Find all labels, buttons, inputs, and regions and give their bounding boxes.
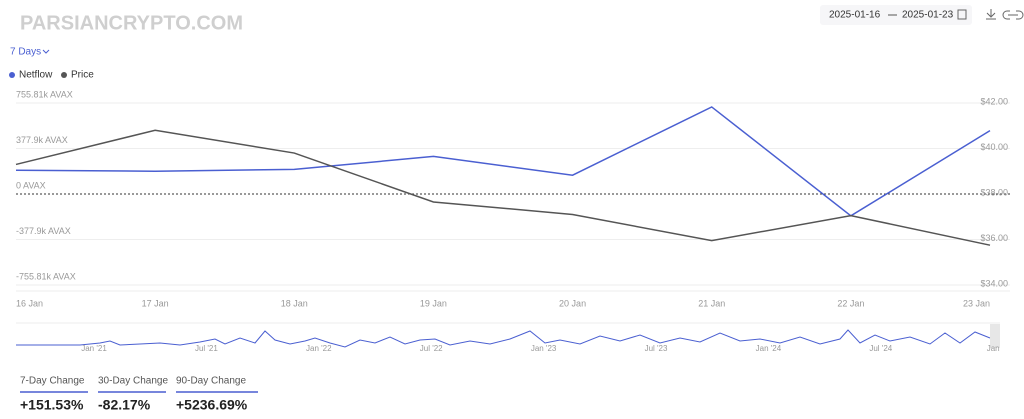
series-line: [15, 106, 991, 217]
legend-label[interactable]: Price: [71, 70, 94, 81]
series-line: [15, 129, 991, 246]
download-icon[interactable]: [986, 9, 996, 20]
navigator-sparkline: [16, 329, 991, 348]
legend-marker: [61, 72, 67, 78]
navigator-handle[interactable]: [990, 324, 1000, 348]
x-tick-label: 17 Jan: [142, 298, 169, 308]
stat-value: -82.17%: [98, 397, 151, 413]
y-tick-label: -755.81k AVAX: [16, 271, 76, 281]
x-tick-label: 21 Jan: [698, 298, 725, 308]
navigator-label: Jan '21: [81, 344, 107, 353]
navigator-label: Jul '24: [869, 344, 892, 353]
x-tick-label: 23 Jan: [963, 298, 990, 308]
x-tick-label: 20 Jan: [559, 298, 586, 308]
navigator-label: Jul '23: [645, 344, 668, 353]
navigator-label: Jul '22: [420, 344, 443, 353]
y2-tick-label: $36.00: [980, 233, 1008, 243]
y2-tick-label: $42.00: [980, 96, 1008, 106]
x-tick-label: 22 Jan: [837, 298, 864, 308]
stat-value: +151.53%: [20, 397, 84, 413]
x-tick-label: 18 Jan: [281, 298, 308, 308]
calendar-icon[interactable]: [957, 9, 967, 20]
stat-label: 7-Day Change: [20, 376, 85, 387]
navigator-label: Jan '23: [531, 344, 557, 353]
y2-tick-label: $34.00: [980, 278, 1008, 288]
y-tick-label: -377.9k AVAX: [16, 226, 71, 236]
link-icon[interactable]: [1002, 10, 1024, 20]
y-tick-label: 377.9k AVAX: [16, 135, 68, 145]
legend-marker: [9, 72, 15, 78]
y-tick-label: 755.81k AVAX: [16, 89, 73, 99]
stat-value: +5236.69%: [176, 397, 248, 413]
legend-label[interactable]: Netflow: [19, 70, 53, 81]
range-start[interactable]: 2025-01-16: [829, 10, 881, 21]
watermark: PARSIANCRYPTO.COM: [20, 12, 243, 34]
chevron: [42, 49, 50, 54]
period-select[interactable]: 7 Days: [10, 47, 41, 58]
stat-label: 30-Day Change: [98, 376, 168, 387]
x-tick-label: 19 Jan: [420, 298, 447, 308]
range-end[interactable]: 2025-01-23: [902, 10, 954, 21]
stat-label: 90-Day Change: [176, 376, 246, 387]
y2-tick-label: $40.00: [980, 142, 1008, 152]
navigator-label: Jan '22: [306, 344, 332, 353]
y2-tick-label: $38.00: [980, 187, 1008, 197]
x-tick-label: 16 Jan: [16, 298, 43, 308]
navigator-label: Jan: [987, 344, 1000, 353]
navigator-label: Jan '24: [756, 344, 782, 353]
y-tick-label: 0 AVAX: [16, 180, 46, 190]
navigator-label: Jul '21: [195, 344, 218, 353]
